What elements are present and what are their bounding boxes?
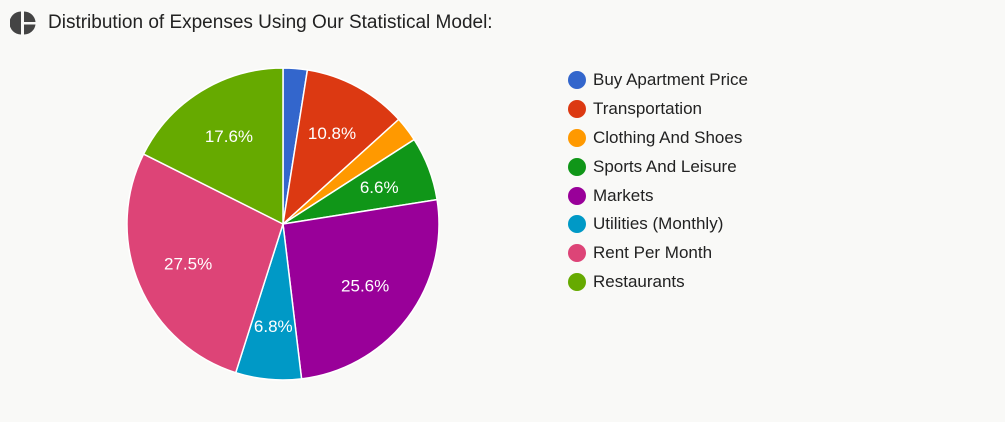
slice-label-sports-and-leisure: 6.6% — [360, 178, 399, 197]
chart-header: Distribution of Expenses Using Our Stati… — [10, 10, 493, 36]
legend-item-buy-apartment-price[interactable]: Buy Apartment Price — [568, 66, 748, 95]
legend-label: Utilities (Monthly) — [593, 214, 724, 234]
legend-swatch — [568, 272, 586, 291]
legend-item-sports-and-leisure[interactable]: Sports And Leisure — [568, 152, 748, 181]
slice-label-rent-per-month: 27.5% — [164, 254, 212, 273]
pie-slice-rent-per-month[interactable] — [126, 153, 284, 374]
pie-chart: 10.8% 6.6% 25.6% 6.8% 27.5% 17.6% — [126, 67, 440, 381]
legend-item-restaurants[interactable]: Restaurants — [568, 268, 748, 297]
legend-swatch — [568, 186, 586, 205]
legend-label: Rent Per Month — [593, 243, 713, 263]
pie-slice-transportation[interactable] — [281, 69, 400, 226]
legend-label: Clothing And Shoes — [593, 127, 743, 147]
legend-item-transportation[interactable]: Transportation — [568, 95, 748, 124]
legend-swatch — [568, 215, 586, 234]
slice-label-markets: 25.6% — [341, 277, 389, 296]
slice-label-restaurants: 17.6% — [205, 127, 253, 146]
legend-swatch — [568, 100, 586, 119]
slice-label-utilities-monthly: 6.8% — [254, 317, 293, 336]
legend-label: Restaurants — [593, 271, 685, 291]
legend-item-utilities-monthly[interactable]: Utilities (Monthly) — [568, 210, 748, 239]
legend-label: Markets — [593, 185, 654, 205]
legend-swatch — [568, 128, 586, 147]
legend-label: Sports And Leisure — [593, 156, 737, 176]
legend-label: Buy Apartment Price — [593, 70, 748, 90]
pie-chart-icon — [10, 11, 36, 35]
legend-item-clothing-and-shoes[interactable]: Clothing And Shoes — [568, 124, 748, 153]
legend-swatch — [568, 244, 586, 263]
legend-item-markets[interactable]: Markets — [568, 181, 748, 210]
chart-legend: Buy Apartment Price Transportation Clothin… — [568, 66, 748, 296]
legend-swatch — [568, 157, 586, 176]
pie-slice-markets[interactable] — [282, 198, 440, 380]
legend-label: Transportation — [593, 99, 702, 119]
legend-swatch — [568, 71, 586, 90]
chart-title: Distribution of Expenses Using Our Stati… — [48, 12, 493, 33]
slice-label-transportation: 10.8% — [308, 124, 356, 143]
legend-item-rent-per-month[interactable]: Rent Per Month — [568, 239, 748, 268]
pie-slice-restaurants[interactable] — [142, 67, 284, 226]
